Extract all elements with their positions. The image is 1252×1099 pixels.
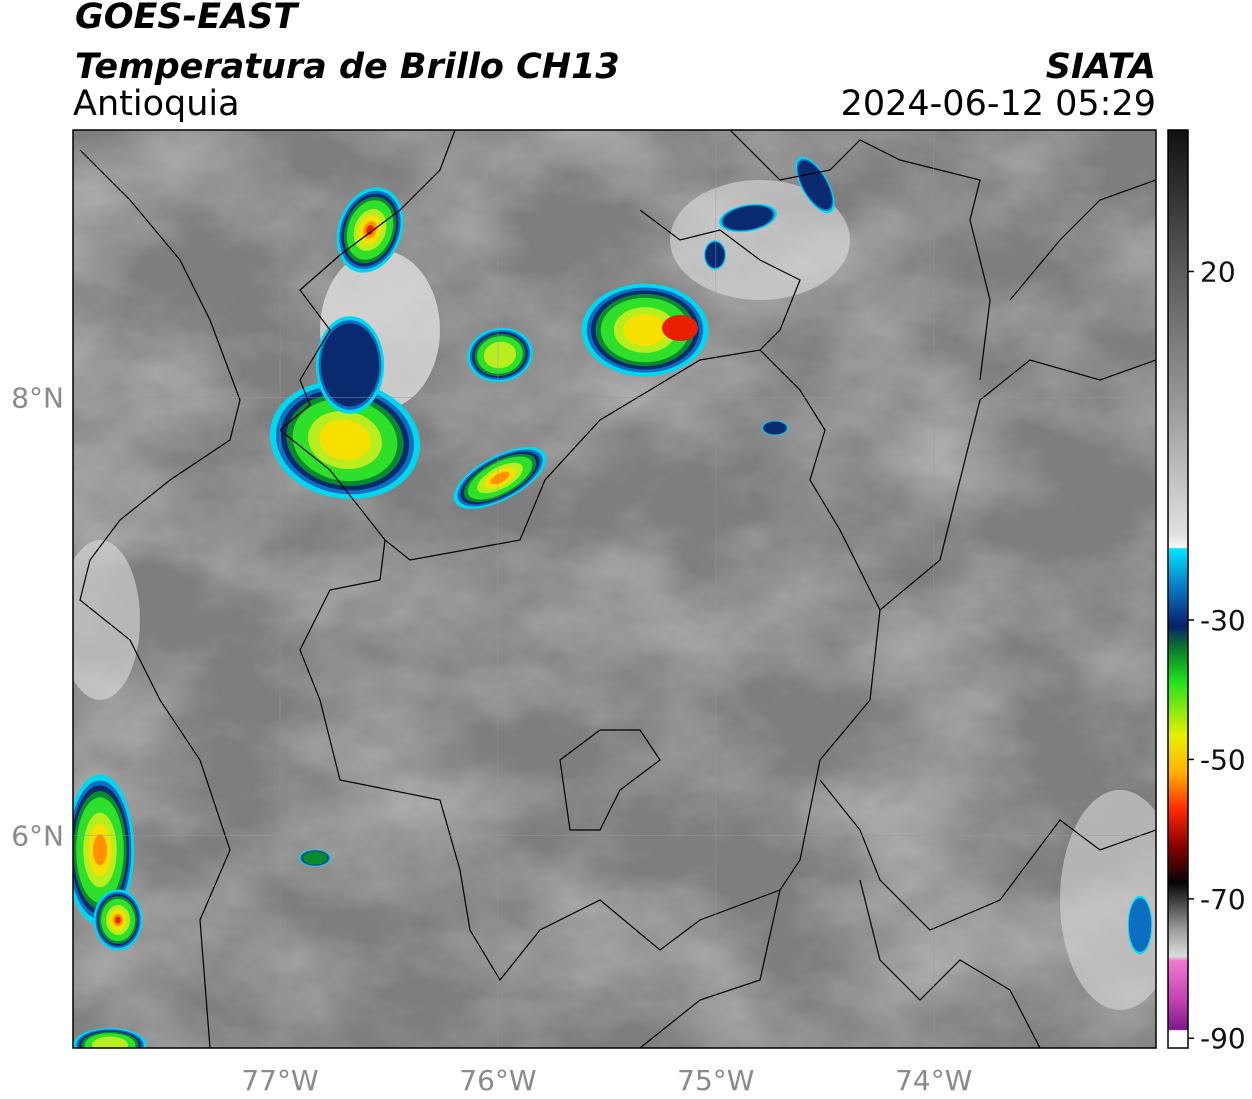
convective-cell [704,240,726,270]
cell-layer [483,341,517,369]
colorbar-tick-label: -70 [1200,883,1246,916]
boundary [299,130,456,381]
cell-layer [1128,898,1152,952]
colorbar-tick-label: -30 [1200,604,1246,637]
cell-layer [366,225,374,235]
convective-cell [315,316,385,414]
lon-tick-label: 76°W [459,1064,536,1097]
convective-cell [795,156,835,214]
colorbar-ticks: 20 -30 -50 -70 -90 [1188,255,1246,1055]
boundary [279,349,1156,611]
cloud-texture [73,130,1156,1048]
graticule [73,130,1156,1048]
region: Antioquia [73,84,240,124]
cloud-patch [73,540,140,700]
lat-tick-label: 8°N [11,381,64,414]
colorbar-tick-label: -50 [1200,743,1246,776]
colorbar-tick-label: 20 [1200,255,1236,288]
map-ticks: 77°W 76°W 75°W 74°W 8°N 6°N [11,381,972,1097]
source: SIATA [1046,47,1156,87]
convective-cell [453,447,547,509]
boundaries [79,130,1156,1048]
convective-cell [299,849,331,867]
boundary [79,149,241,1048]
convective-cell [467,327,533,383]
convective-cell [73,774,135,926]
boundary [299,539,881,982]
boundary [639,779,1156,1048]
map-area [73,130,1156,1048]
title: GOES-EAST [75,0,300,37]
cell-layer [798,160,832,210]
cloud-patch [1060,790,1156,1010]
convective-cell [1127,895,1153,955]
cell-core [662,315,698,341]
lon-tick-label: 77°W [241,1064,318,1097]
cell-layer [319,419,371,461]
convective-cell [581,283,709,377]
convective-cell [269,380,421,500]
boundary [559,729,661,831]
lat-tick-label: 6°N [11,819,64,852]
convective-cell [93,889,143,951]
cloud-patch [670,180,850,300]
cell-layer [723,205,773,231]
cell-layer [302,851,328,865]
cell-layer [320,323,380,407]
cell-layer [763,421,787,435]
timestamp: 2024-06-12 05:29 [841,84,1156,124]
subtitle: Temperatura de Brillo CH13 [75,47,620,87]
cell-layer [115,916,121,924]
boundary [639,130,1156,381]
convective-cell [73,1027,147,1048]
convective-cell [719,203,777,233]
colorbar-tick-label: -90 [1200,1022,1246,1055]
cell-layer [490,471,510,485]
convective-cell [761,420,789,436]
cell-layer [92,1036,128,1048]
cell-layer [623,314,667,346]
convective-cells [73,156,1153,1048]
map-frame [72,129,1157,1049]
cell-layer [93,834,107,866]
lon-tick-label: 75°W [677,1064,754,1097]
lon-tick-label: 74°W [895,1064,972,1097]
cell-layer [705,242,725,268]
colorbar [1167,129,1189,1049]
